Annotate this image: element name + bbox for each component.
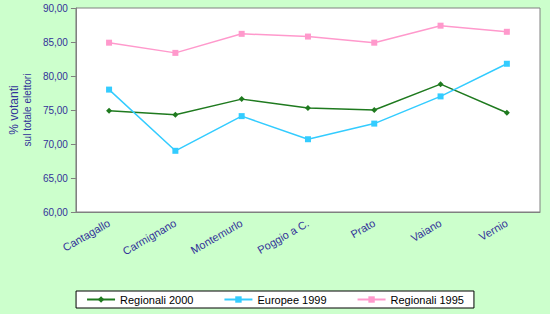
svg-text:65,00: 65,00: [43, 173, 68, 184]
svg-text:Regionali 1995: Regionali 1995: [391, 294, 464, 306]
svg-text:Carmignano: Carmignano: [121, 217, 179, 257]
svg-text:90,00: 90,00: [43, 3, 68, 14]
svg-text:Cantagallo: Cantagallo: [61, 217, 112, 254]
svg-text:Montemurlo: Montemurlo: [188, 217, 244, 256]
svg-text:sul totale elettori: sul totale elettori: [22, 74, 33, 147]
svg-text:Regionali 2000: Regionali 2000: [120, 294, 193, 306]
svg-text:Europee 1999: Europee 1999: [257, 294, 326, 306]
svg-text:Vernio: Vernio: [477, 217, 510, 243]
svg-text:75,00: 75,00: [43, 105, 68, 116]
svg-text:Prato: Prato: [349, 217, 378, 241]
svg-text:Poggio a C.: Poggio a C.: [255, 217, 311, 256]
svg-text:85,00: 85,00: [43, 37, 68, 48]
svg-text:% votanti: % votanti: [7, 85, 21, 134]
svg-text:Vaiano: Vaiano: [409, 217, 444, 244]
svg-text:80,00: 80,00: [43, 71, 68, 82]
svg-text:70,00: 70,00: [43, 139, 68, 150]
svg-text:60,00: 60,00: [43, 207, 68, 218]
